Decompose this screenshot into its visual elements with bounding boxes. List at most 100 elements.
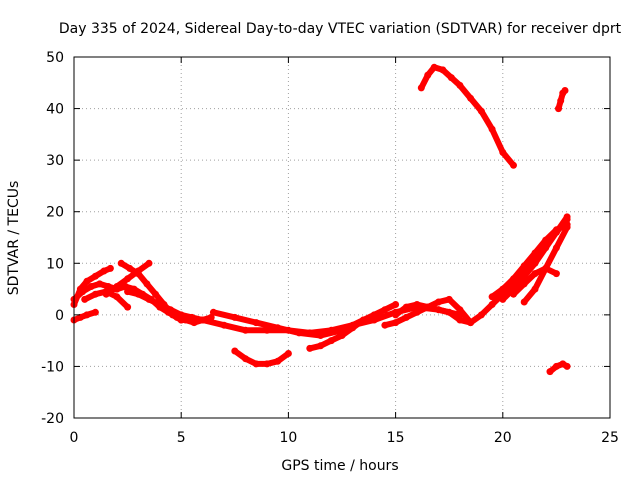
data-point — [447, 74, 455, 82]
data-point — [83, 311, 91, 319]
data-point — [199, 316, 207, 324]
y-tick-label: 40 — [46, 102, 64, 118]
data-point — [295, 329, 303, 337]
data-point — [134, 267, 142, 275]
data-point — [242, 355, 249, 363]
data-point — [100, 267, 108, 275]
data-point — [317, 342, 325, 350]
data-point — [402, 313, 410, 321]
data-point — [557, 97, 565, 105]
axis-ticks: 0 5 10 15 20 25 -20 -10 0 10 20 30 40 50 — [41, 50, 619, 446]
data-point — [546, 368, 554, 376]
data-point — [231, 313, 239, 321]
data-point — [124, 288, 132, 296]
chart-title: Day 335 of 2024, Sidereal Day-to-day VTE… — [59, 21, 622, 37]
data-point — [252, 360, 260, 368]
data-point — [156, 301, 164, 308]
data-point — [520, 298, 528, 306]
data-point — [563, 362, 571, 370]
data-point — [456, 316, 464, 324]
x-tick-label: 5 — [177, 430, 186, 446]
data-point — [542, 239, 550, 247]
data-point — [445, 308, 453, 316]
y-tick-label: 10 — [46, 256, 64, 272]
data-point — [499, 295, 507, 303]
data-point — [499, 285, 507, 293]
data-point — [392, 311, 400, 319]
data-point — [83, 277, 91, 285]
data-point — [242, 326, 249, 334]
series-arc-9 — [210, 309, 367, 339]
data-point — [106, 264, 114, 272]
data-point — [552, 228, 560, 236]
data-point — [338, 332, 346, 339]
data-point — [145, 295, 153, 303]
data-point — [76, 285, 84, 293]
x-tick-label: 25 — [601, 430, 619, 446]
x-tick-label: 20 — [494, 430, 512, 446]
data-point — [91, 272, 99, 280]
data-point — [231, 347, 239, 355]
data-point — [445, 295, 453, 303]
data-point — [327, 337, 335, 345]
data-point — [456, 81, 464, 89]
data-point — [552, 270, 560, 278]
y-tick-label: -10 — [41, 359, 64, 375]
data-point — [520, 280, 528, 288]
y-tick-label: 50 — [46, 50, 64, 66]
y-tick-label: 0 — [55, 308, 64, 324]
data-point — [177, 311, 185, 319]
data-point — [561, 87, 569, 94]
data-point — [87, 283, 95, 290]
series-arc-18 — [418, 64, 517, 169]
data-point — [499, 148, 507, 156]
data-point — [209, 308, 217, 316]
data-point — [124, 275, 132, 283]
data-point — [417, 84, 425, 92]
data-point — [552, 362, 560, 370]
y-tick-label: 20 — [46, 205, 64, 221]
data-point — [488, 125, 496, 133]
data-point — [252, 319, 260, 327]
data-point — [381, 321, 389, 329]
data-point — [349, 324, 357, 332]
data-point — [81, 295, 89, 303]
data-point — [284, 350, 292, 357]
data-point — [555, 105, 562, 113]
data-point — [102, 290, 110, 298]
data-point — [91, 308, 99, 316]
data-point — [467, 94, 475, 102]
data-point — [424, 303, 432, 311]
data-point — [510, 290, 517, 298]
x-tick-label: 15 — [387, 430, 405, 446]
data-point — [177, 316, 185, 324]
data-point — [531, 252, 539, 259]
data-point — [145, 259, 153, 267]
data-point — [381, 306, 389, 314]
data-point — [510, 275, 517, 283]
y-axis-label: SDTVAR / TECUs — [6, 181, 22, 296]
grid — [74, 57, 610, 418]
data-point — [467, 319, 475, 327]
data-point — [152, 290, 159, 298]
data-point — [167, 306, 174, 314]
data-point — [143, 280, 151, 288]
data-point — [392, 319, 400, 327]
data-point — [488, 301, 496, 308]
data-point — [96, 280, 104, 288]
data-point — [392, 301, 400, 308]
data-point — [263, 360, 271, 368]
data-point — [113, 293, 121, 301]
data-point — [370, 311, 378, 319]
data-point — [274, 324, 282, 332]
data-point — [117, 259, 125, 267]
data-point — [91, 290, 99, 298]
data-point — [113, 283, 121, 290]
data-point — [477, 107, 485, 115]
data-point — [477, 311, 485, 319]
data-point — [563, 215, 571, 223]
data-point — [510, 161, 517, 169]
data-point — [542, 264, 550, 272]
